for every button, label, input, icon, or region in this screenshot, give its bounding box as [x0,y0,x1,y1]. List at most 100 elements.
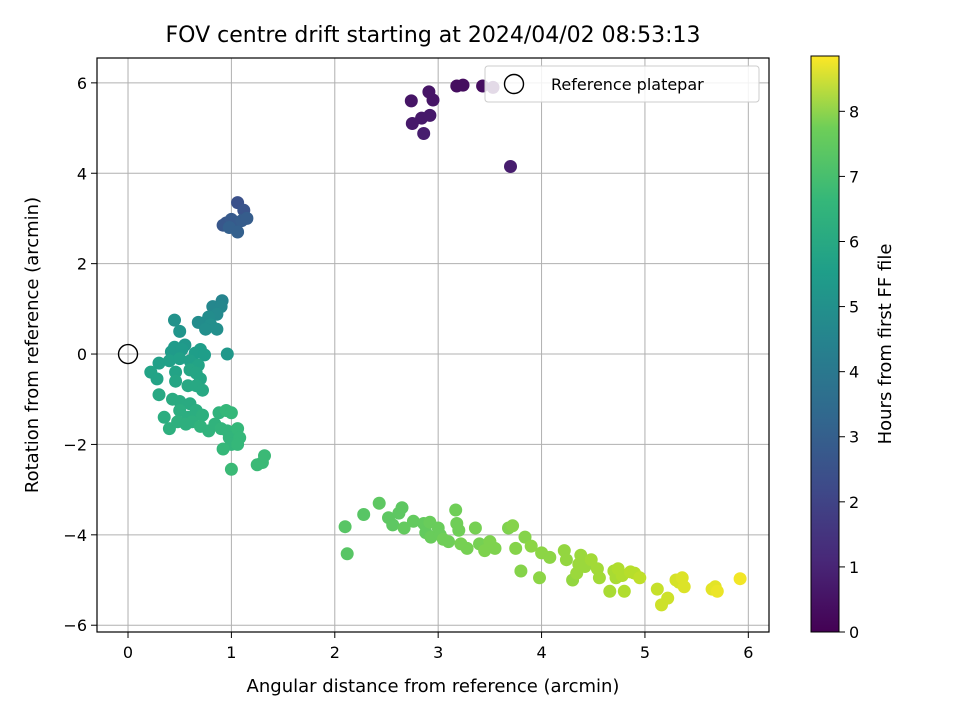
data-point [157,410,171,424]
colorbar: 0 1 2 3 4 5 6 7 8 Hours from first FF file [810,55,896,642]
data-point [506,519,520,533]
data-point [442,535,455,549]
colorbar-label: Hours from first FF file [875,244,896,445]
data-point [152,356,166,370]
data-point [386,518,400,532]
data-point [533,571,546,585]
data-point [357,508,371,521]
y-tick-label: 4 [77,164,87,183]
data-point [417,127,431,140]
data-point [460,541,474,555]
data-point [452,523,466,537]
colorbar-ticks: 0 1 2 3 4 5 6 7 8 [839,102,859,642]
chart-title: FOV centre drift starting at 2024/04/02 … [166,23,701,48]
data-point [220,347,234,361]
colorbar-tick-label: 7 [849,167,859,186]
legend-reference-marker [503,73,525,95]
x-tick-label: 2 [330,643,340,662]
data-point [173,395,187,408]
data-point [456,78,470,92]
data-point [405,117,419,130]
y-tick-label: −6 [63,616,87,635]
data-point [152,388,166,402]
data-point [150,372,164,386]
colorbar-tick-label: 8 [849,102,859,121]
data-point [661,591,675,605]
data-point [423,108,437,122]
data-point [196,408,209,422]
data-point [543,550,557,564]
data-point [198,348,211,362]
plot-frame [96,57,770,633]
colorbar-tick-label: 3 [849,428,859,447]
data-point [592,571,606,585]
colorbar-tick-label: 1 [849,558,859,577]
data-point [173,352,187,366]
y-tick-label: 2 [77,255,87,274]
data-point [231,437,245,451]
x-tick-label: 3 [433,643,443,662]
colorbar-tick-label: 6 [849,232,859,251]
x-axis-ticks: 0 1 2 3 4 5 6 [123,632,753,662]
colorbar-tick-label: 4 [849,363,859,382]
x-tick-label: 6 [743,643,753,662]
data-point [173,324,187,338]
colorbar-tick-label: 5 [849,298,859,317]
data-point [224,462,238,476]
data-point [650,582,664,596]
data-point [404,94,418,108]
x-tick-label: 5 [640,643,650,662]
data-point [395,501,409,515]
data-point [199,322,213,336]
data-point [677,580,691,594]
data-point [710,584,724,598]
x-tick-label: 1 [226,643,236,662]
data-point [397,521,411,535]
data-point [224,406,238,420]
reference-platepar-marker [117,343,139,365]
reference-marker-group [117,343,139,365]
data-point [216,442,230,456]
data-point [504,160,517,173]
data-point [559,553,573,567]
x-axis-label: Angular distance from reference (arcmin) [247,676,620,697]
data-point [633,571,647,585]
colorbar-tick-label: 2 [849,493,859,512]
data-point [449,503,463,517]
colorbar-gradient [810,55,840,633]
y-tick-label: 6 [77,74,87,93]
data-point [468,521,482,535]
x-tick-label: 0 [123,643,133,662]
y-tick-label: −2 [63,435,87,454]
data-point [514,564,528,578]
data-point [210,322,224,336]
data-point [196,383,209,397]
data-point [603,584,617,598]
y-axis-ticks: −6 −4 −2 0 2 4 6 [63,74,97,635]
data-point [574,548,588,562]
data-point [240,211,254,225]
data-point [338,520,352,534]
data-point [231,225,245,239]
y-tick-label: 0 [77,345,87,364]
data-point [258,449,271,463]
data-point [488,541,502,555]
data-point [509,541,523,555]
data-point [426,93,440,107]
legend-box [484,65,760,103]
data-point [617,584,631,598]
data-point [162,354,176,368]
data-point [169,365,183,379]
y-axis-label: Rotation from reference (arcmin) [22,197,43,493]
data-point [733,572,747,586]
x-tick-label: 4 [536,643,546,662]
data-point [406,514,420,528]
data-point [169,374,183,388]
data-point [372,496,386,510]
data-points [144,78,747,612]
legend: Reference platepar [484,65,760,103]
data-point [340,547,354,561]
legend-label: Reference platepar [551,75,704,94]
data-point [524,539,538,553]
